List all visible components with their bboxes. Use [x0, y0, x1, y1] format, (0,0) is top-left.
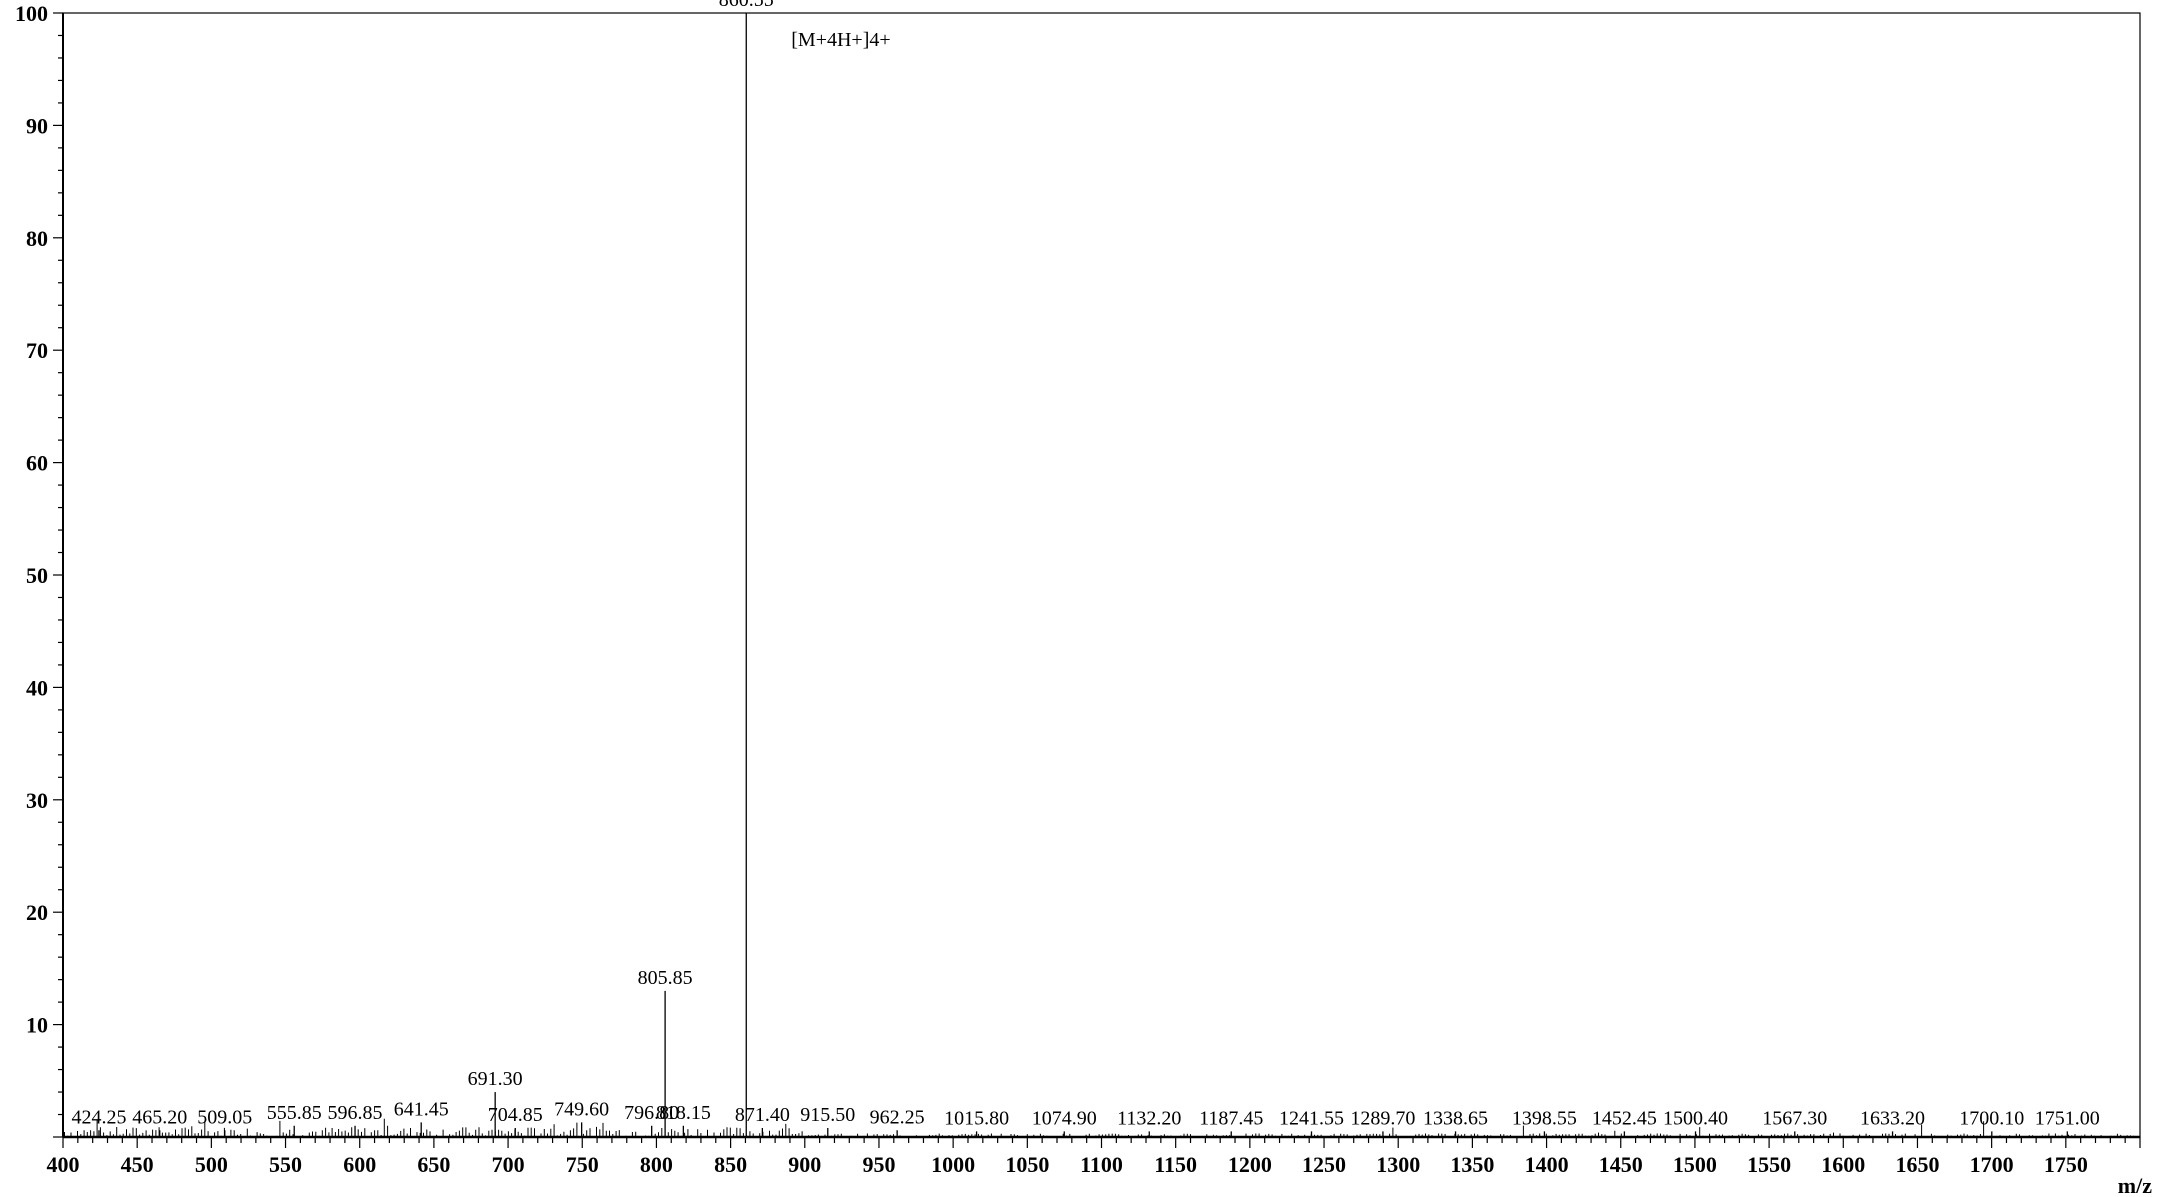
peak-label: 1289.70 — [1350, 1107, 1415, 1129]
x-axis: 400 450 500 550 600 650 700 750 800 850 900 950 1000… — [47, 1137, 2141, 1177]
x-tick-label: 1000 — [931, 1152, 975, 1177]
peak-label: 1452.45 — [1592, 1107, 1657, 1129]
x-tick-label: 1550 — [1747, 1152, 1791, 1177]
x-tick-label: 1150 — [1154, 1152, 1197, 1177]
x-tick-label: 400 — [47, 1152, 80, 1177]
x-axis-label: m/z — [2118, 1173, 2152, 1197]
baseline-noise — [64, 1118, 2138, 1137]
peak-label: 596.85 — [328, 1102, 383, 1124]
peak-label: 1751.00 — [2035, 1107, 2100, 1129]
peak-label: 818.15 — [656, 1102, 711, 1124]
y-tick-label: 70 — [26, 338, 48, 363]
peak-annotation: [M+4H+]4+ — [791, 29, 890, 51]
peak-label: 1500.40 — [1663, 1107, 1728, 1129]
x-tick-label: 1600 — [1821, 1152, 1865, 1177]
x-tick-label: 1200 — [1228, 1152, 1272, 1177]
x-tick-label: 550 — [269, 1152, 302, 1177]
peak-label: 465.20 — [132, 1106, 187, 1128]
x-tick-label: 750 — [566, 1152, 599, 1177]
y-tick-label: 50 — [26, 563, 48, 588]
peak-label: 1633.20 — [1860, 1107, 1925, 1129]
peak-label: 555.85 — [267, 1102, 322, 1124]
x-tick-label: 1100 — [1080, 1152, 1123, 1177]
x-tick-label: 1750 — [2044, 1152, 2088, 1177]
y-tick-label: 60 — [26, 451, 48, 476]
x-tick-label: 1400 — [1525, 1152, 1569, 1177]
x-tick-label: 1450 — [1599, 1152, 1643, 1177]
peak-label: 1132.20 — [1117, 1107, 1181, 1129]
x-tick-label: 1500 — [1673, 1152, 1717, 1177]
x-tick-label: 650 — [417, 1152, 450, 1177]
x-tick-label: 1350 — [1450, 1152, 1494, 1177]
peak-label: 704.85 — [488, 1104, 543, 1126]
y-tick-label: 40 — [26, 675, 48, 700]
peak-label: 1241.55 — [1279, 1107, 1344, 1129]
y-axis: 10 20 30 40 50 60 70 80 90 100 — [15, 1, 63, 1138]
peak-label: 1338.65 — [1423, 1107, 1488, 1129]
peak-label: 796.80 — [624, 1102, 679, 1124]
peak-series — [98, 13, 2068, 1137]
x-tick-label: 700 — [492, 1152, 525, 1177]
x-tick-label: 600 — [343, 1152, 376, 1177]
x-tick-label: 950 — [862, 1152, 895, 1177]
peak-label: 1015.80 — [944, 1107, 1009, 1129]
y-tick-label: 80 — [26, 226, 48, 251]
peak-label: 749.60 — [554, 1098, 609, 1120]
x-tick-label: 850 — [714, 1152, 747, 1177]
peak-label: 1700.10 — [1959, 1107, 2024, 1129]
noise-path — [64, 1118, 2138, 1137]
y-tick-label: 20 — [26, 900, 48, 925]
y-tick-label: 100 — [15, 1, 48, 26]
x-tick-label: 1050 — [1005, 1152, 1049, 1177]
peak-label: 805.85 — [638, 967, 693, 989]
peak-label: 691.30 — [468, 1068, 523, 1090]
peak-label: 915.50 — [800, 1104, 855, 1126]
peak-label: 1074.90 — [1032, 1107, 1097, 1129]
plot-frame — [62, 12, 2141, 1139]
x-tick-label: 1650 — [1895, 1152, 1939, 1177]
peak-label: 1398.55 — [1512, 1107, 1577, 1129]
peak-labels: 424.25 465.20 509.05 555.85 596.85 641.45 691.… — [71, 0, 2099, 1129]
y-tick-label: 90 — [26, 113, 48, 138]
x-tick-label: 1700 — [1970, 1152, 2014, 1177]
peak-label: 424.25 — [71, 1106, 126, 1128]
x-tick-label: 1300 — [1376, 1152, 1420, 1177]
peak-label: 871.40 — [735, 1104, 790, 1126]
peak-label: 1567.30 — [1762, 1107, 1827, 1129]
peak-label: 860.55 — [719, 0, 774, 11]
x-tick-label: 1250 — [1302, 1152, 1346, 1177]
peak-label: 1187.45 — [1199, 1107, 1263, 1129]
peak-label: 962.25 — [870, 1106, 925, 1128]
x-tick-label: 800 — [640, 1152, 673, 1177]
peak-label: 509.05 — [197, 1106, 252, 1128]
y-tick-label: 10 — [26, 1013, 48, 1038]
peak-label: 641.45 — [394, 1098, 449, 1120]
y-tick-label: 30 — [26, 788, 48, 813]
x-tick-label: 500 — [195, 1152, 228, 1177]
x-tick-label: 900 — [788, 1152, 821, 1177]
x-tick-label: 450 — [121, 1152, 154, 1177]
plot-border — [62, 12, 2141, 1138]
